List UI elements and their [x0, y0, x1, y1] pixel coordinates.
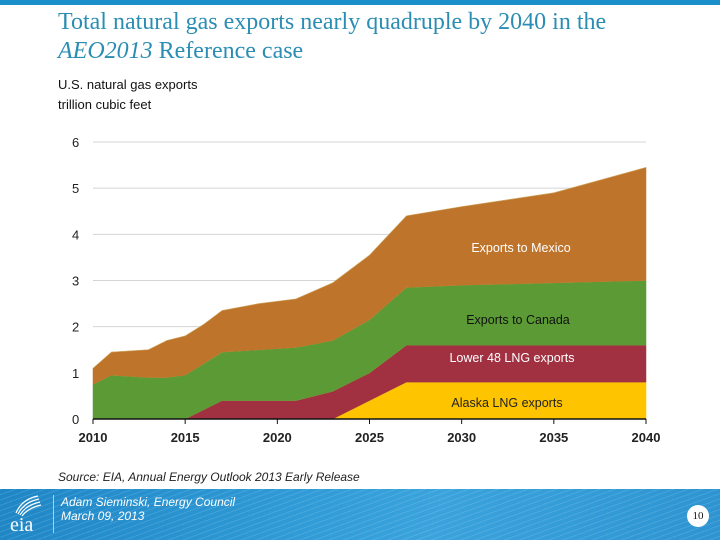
stacked-area-chart: 0 1 2 3 4 5 6 2010 2015 2020 2025 2030 2035 2040 Alas… — [72, 135, 660, 445]
eia-logo-icon: eia — [10, 495, 42, 535]
title-line-1: Total natural gas exports nearly quadrup… — [58, 9, 607, 35]
title-line-2: AEO2013 Reference case — [58, 37, 698, 66]
series-labels: Alaska LNG exports Lower 48 LNG exports Ex… — [449, 241, 574, 410]
axes: 0 1 2 3 4 5 6 2010 2015 2020 2025 2030 2035 2040 — [72, 135, 660, 445]
x-tick-label: 2030 — [447, 430, 476, 445]
series-label-lower-48-lng-exports: Lower 48 LNG exports — [449, 351, 574, 365]
source-note: Source: EIA, Annual Energy Outlook 2013 … — [58, 470, 360, 484]
x-tick-label: 2010 — [79, 430, 108, 445]
series-label-exports-to-canada: Exports to Canada — [466, 313, 570, 327]
y-tick-label: 2 — [72, 320, 79, 335]
title-rest: Reference case — [152, 38, 304, 64]
subtitle-units-line-1: U.S. natural gas exports — [58, 77, 198, 92]
page-number-badge: 10 — [687, 505, 709, 527]
y-tick-label: 6 — [72, 135, 79, 150]
series-label-alaska-lng-exports: Alaska LNG exports — [451, 396, 562, 410]
y-tick-label: 4 — [72, 227, 79, 242]
presenter-name: Adam Sieminski, Energy Council — [61, 495, 236, 509]
x-tick-label: 2020 — [263, 430, 292, 445]
y-tick-label: 3 — [72, 274, 79, 289]
footer-divider — [53, 495, 54, 533]
presenter-info: Adam Sieminski, Energy Council March 09,… — [61, 495, 235, 523]
presentation-date: March 09, 2013 — [61, 509, 145, 523]
x-tick-label: 2025 — [355, 430, 384, 445]
x-tick-label: 2040 — [632, 430, 661, 445]
logo-text: eia — [10, 514, 33, 535]
slide-title: Total natural gas exports nearly quadrup… — [58, 8, 698, 66]
footer-bar: eia Adam Sieminski, Energy Council March… — [0, 489, 720, 540]
chart-subtitle: U.S. natural gas exports trillion cubic … — [58, 75, 197, 115]
top-accent-bar — [0, 0, 720, 5]
x-tick-label: 2015 — [171, 430, 200, 445]
x-tick-label: 2035 — [539, 430, 568, 445]
footer-texture — [0, 489, 720, 540]
series-label-exports-to-mexico: Exports to Mexico — [471, 241, 570, 255]
series-boundary-line — [92, 167, 647, 369]
title-italic: AEO2013 — [58, 38, 153, 64]
y-tick-label: 0 — [72, 412, 79, 427]
area-series — [92, 167, 647, 420]
subtitle-units-line-2: trillion cubic feet — [58, 97, 152, 112]
y-tick-label: 1 — [72, 366, 79, 381]
y-tick-label: 5 — [72, 181, 79, 196]
